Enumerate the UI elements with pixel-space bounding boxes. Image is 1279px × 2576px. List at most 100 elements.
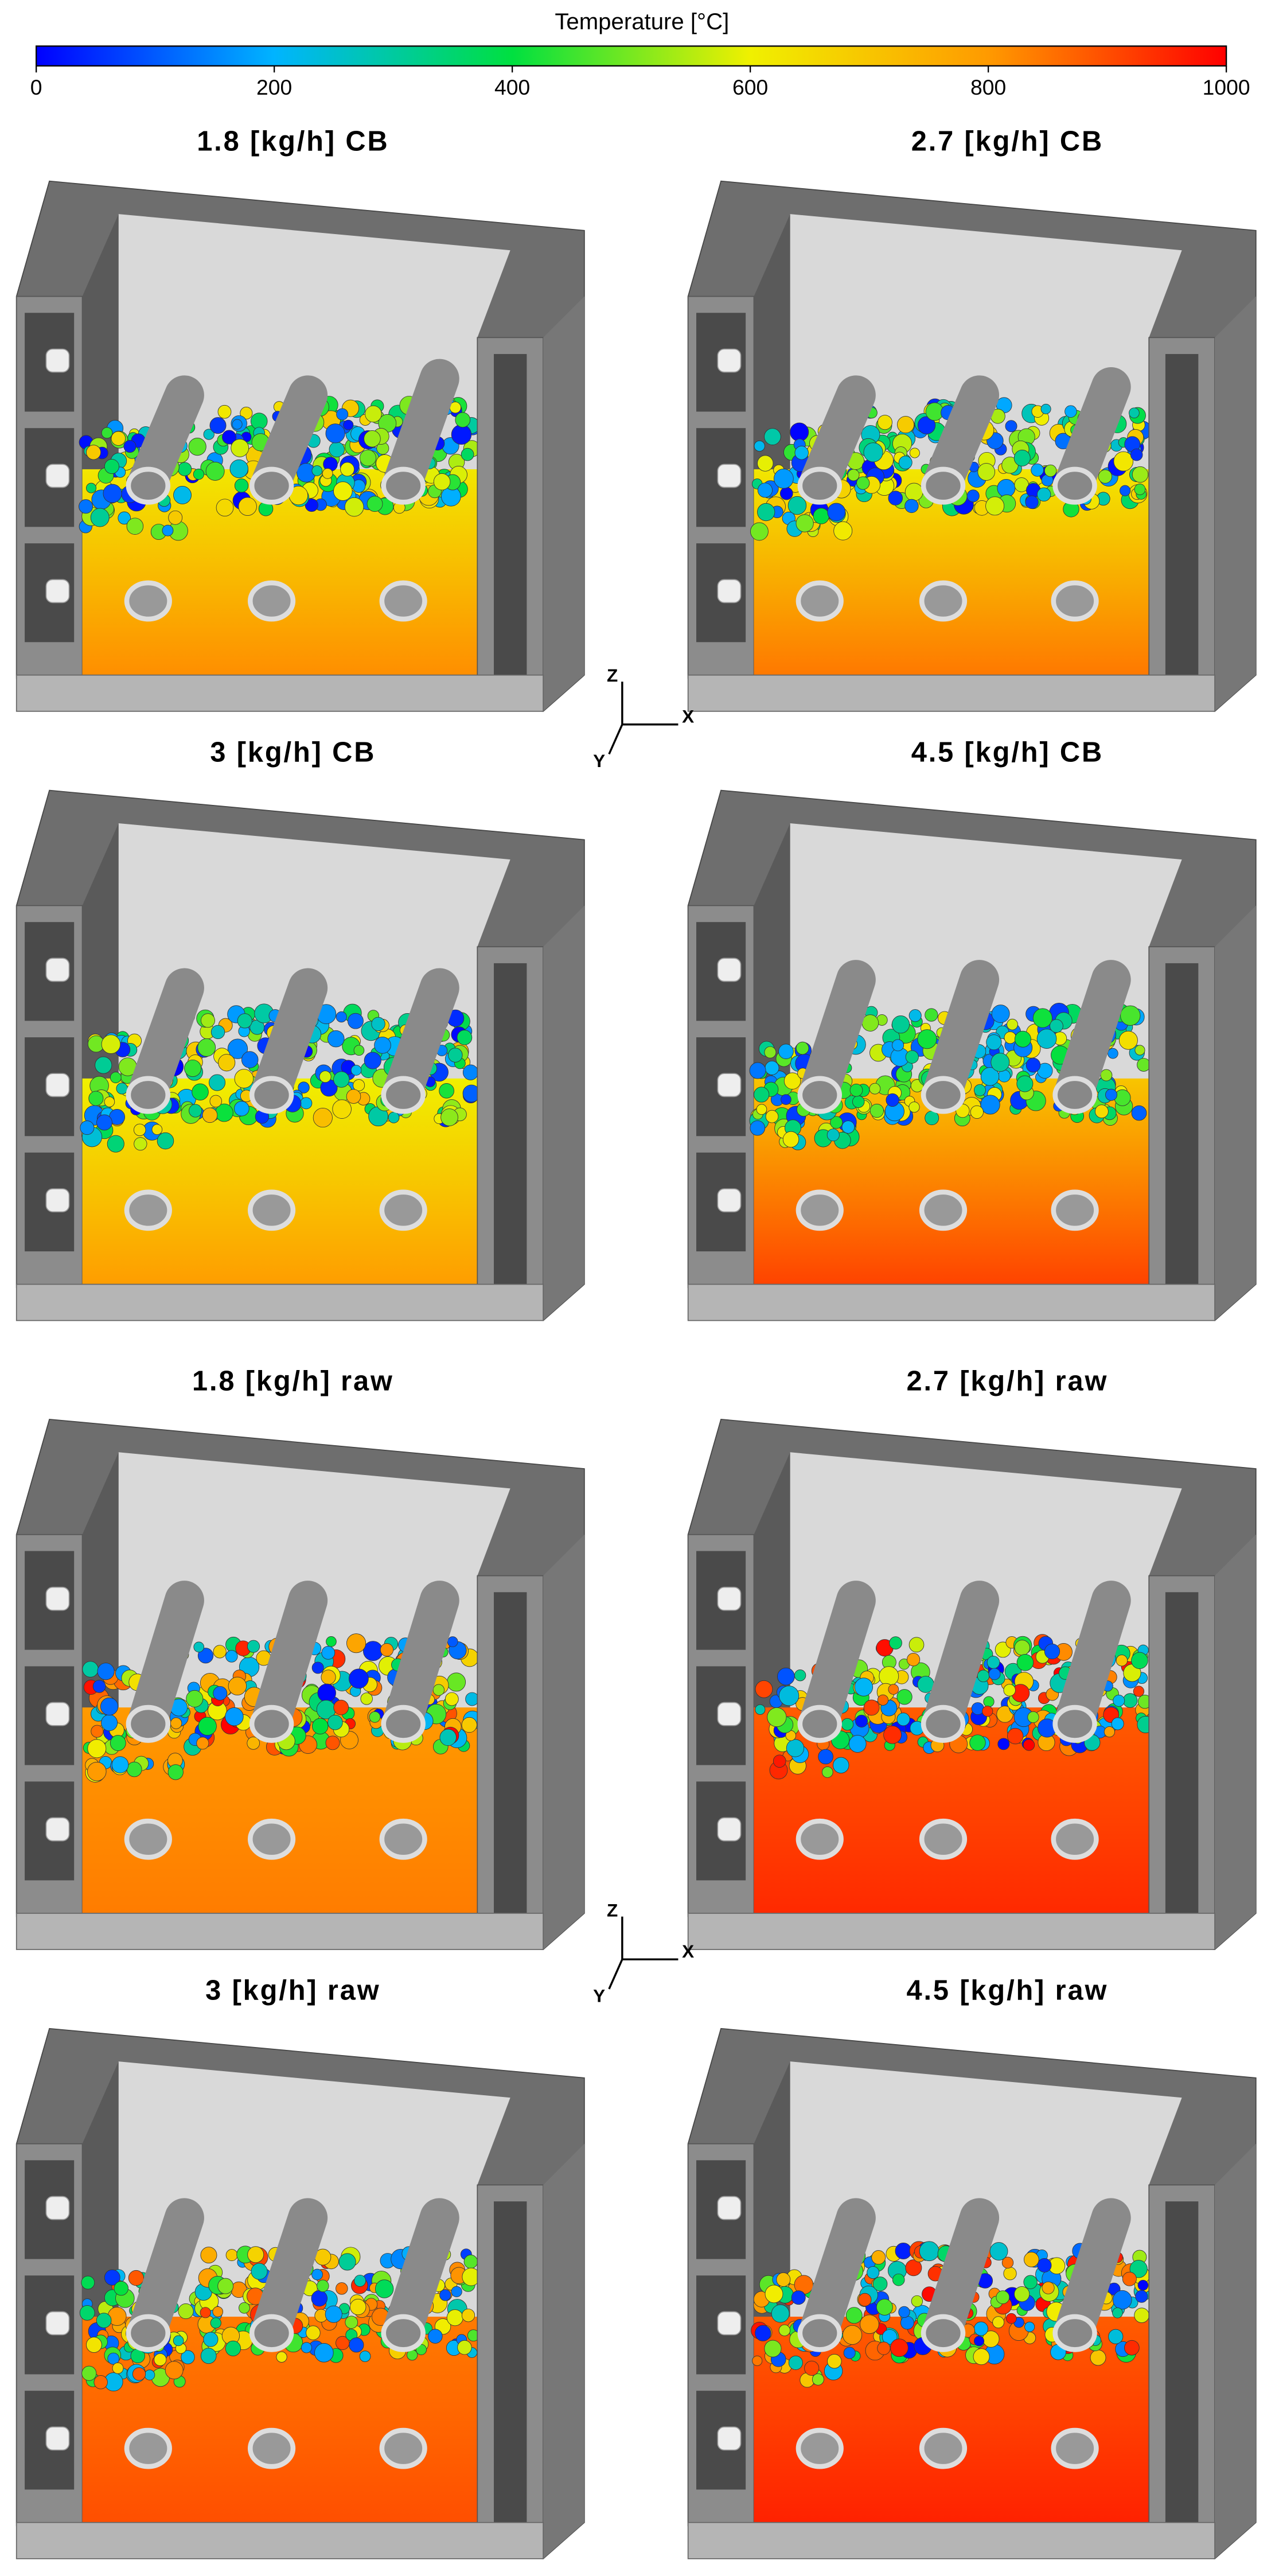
particle (843, 2347, 856, 2359)
particle (87, 1761, 107, 1781)
axis-label: Z (607, 1900, 618, 1920)
particle (778, 1044, 794, 1060)
particle (227, 1038, 248, 1059)
tube-hole (379, 1189, 427, 1231)
particle (173, 2335, 184, 2347)
particle (1132, 466, 1149, 483)
colorbar-title: Temperature [°C] (555, 9, 729, 34)
particle (858, 2293, 872, 2307)
particle (209, 417, 227, 434)
particle (845, 2307, 863, 2324)
tube-hole (1051, 580, 1099, 622)
particle (133, 1123, 146, 1137)
particle (314, 2343, 334, 2363)
particle (755, 2325, 771, 2341)
particle (909, 448, 920, 458)
particle (247, 2246, 264, 2263)
particle (1108, 2329, 1124, 2344)
particle (1050, 1019, 1063, 1033)
particle (88, 1091, 104, 1106)
particle (1036, 487, 1051, 502)
particle (241, 1051, 259, 1068)
particle (111, 1756, 129, 1773)
particle (882, 2329, 898, 2345)
particle (1135, 2290, 1148, 2303)
particle (888, 491, 903, 505)
particle (327, 1030, 345, 1048)
particle (908, 1637, 925, 1653)
particle (841, 1718, 854, 1731)
port (45, 464, 70, 488)
particle (796, 514, 814, 532)
port (45, 1817, 70, 1842)
particle (371, 1017, 385, 1032)
particle (1134, 1045, 1145, 1056)
particle (333, 1699, 349, 1715)
tube (128, 2198, 204, 2348)
particle (350, 2298, 366, 2316)
particle (982, 1706, 993, 1717)
particle (359, 2351, 371, 2363)
axis-label: X (682, 1941, 694, 1962)
particle (985, 496, 1005, 516)
right-side (543, 296, 584, 711)
particle (908, 1102, 920, 1113)
right-slot (1165, 963, 1199, 1285)
particle (877, 415, 892, 430)
tick-label: 200 (256, 75, 292, 99)
particle (917, 416, 936, 434)
particle (343, 419, 354, 430)
particle (116, 1083, 128, 1095)
port (717, 2311, 742, 2336)
particle (329, 441, 345, 458)
tube-end (797, 1705, 843, 1743)
particle (197, 1648, 214, 1664)
particle (311, 1661, 324, 1674)
particle (883, 1725, 902, 1744)
particle (879, 1666, 899, 1686)
tube (923, 375, 1000, 501)
particle (100, 1697, 119, 1716)
tube-end (797, 1076, 843, 1114)
particle (79, 2305, 95, 2321)
tube-end (1052, 1705, 1097, 1743)
tube-hole (247, 580, 296, 622)
particle (134, 1137, 147, 1151)
particle (871, 2250, 886, 2265)
particle (892, 2273, 905, 2286)
tube-end (249, 1705, 294, 1743)
particle (238, 497, 257, 516)
particle (861, 1014, 879, 1032)
particle (848, 1735, 867, 1753)
particle (750, 1120, 766, 1136)
tube-end (1052, 1076, 1097, 1114)
particle (123, 439, 137, 453)
particle (833, 521, 853, 540)
tube-hole (919, 580, 968, 622)
tube (800, 960, 876, 1110)
particle (225, 1650, 238, 1663)
particle (369, 1711, 381, 1723)
tube-hole (796, 580, 844, 622)
particle (380, 1643, 394, 1657)
particle (455, 412, 471, 428)
particle (96, 1114, 112, 1131)
particle (193, 468, 205, 480)
axis-label: Z (607, 665, 618, 686)
particle (462, 1064, 479, 1080)
particle (321, 1670, 336, 1685)
particle (757, 503, 775, 522)
particle (900, 2316, 914, 2330)
particle (754, 1087, 770, 1103)
particle (95, 1056, 112, 1074)
panel-title: 1.8 [kg/h] CB (197, 126, 389, 157)
particle (974, 2336, 985, 2347)
particle (980, 1067, 1000, 1086)
particle (349, 1668, 369, 1689)
right-slot (494, 1592, 527, 1913)
particle (209, 1095, 223, 1108)
particle (749, 1062, 766, 1079)
particle (847, 469, 860, 481)
particle (96, 2313, 112, 2328)
